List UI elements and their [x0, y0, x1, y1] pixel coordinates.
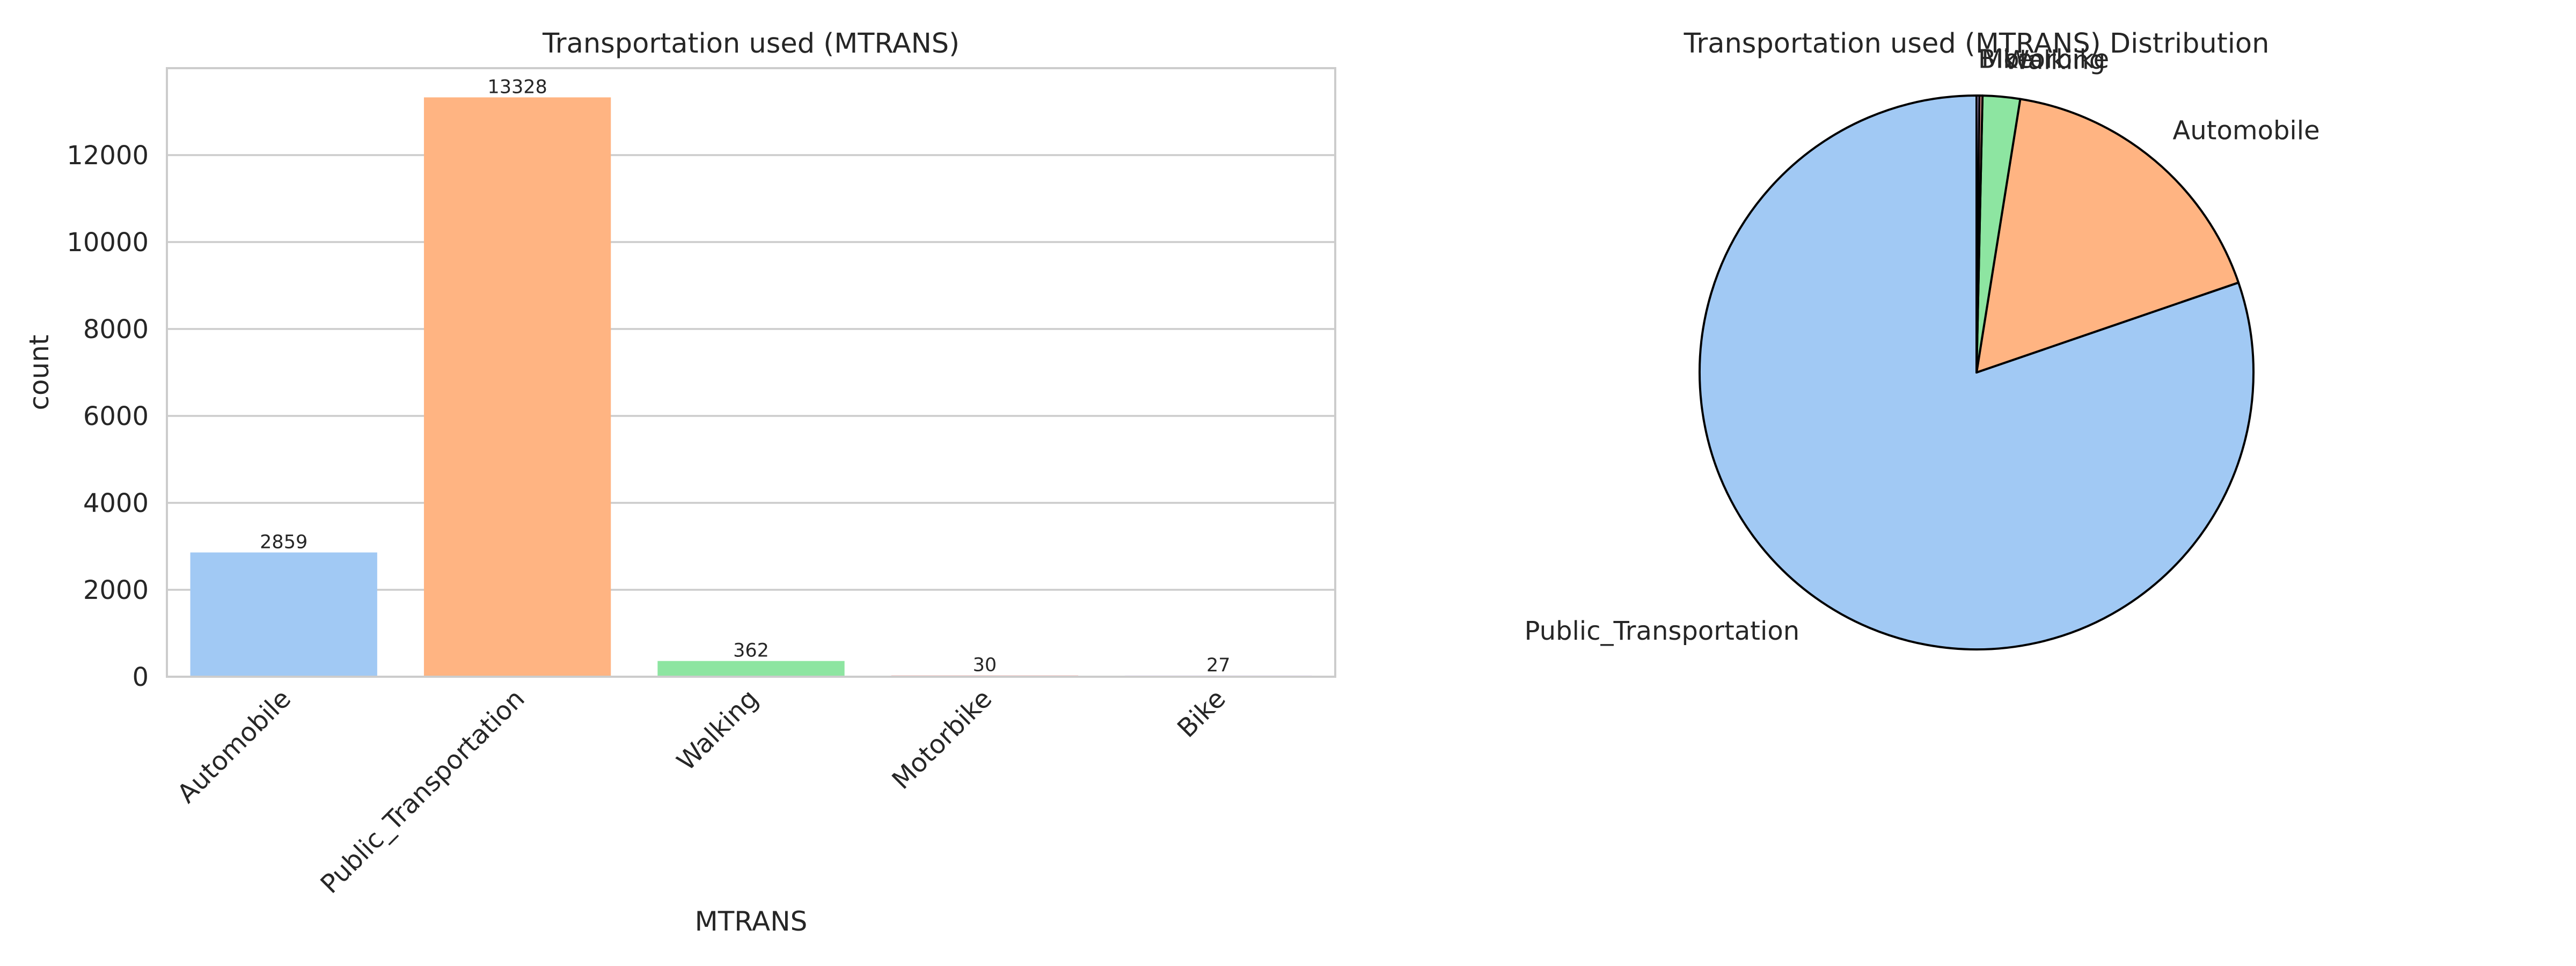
- bar-chart-title: Transportation used (MTRANS): [542, 28, 960, 60]
- pie-label-motorbike: Motorbike: [1981, 44, 2109, 74]
- x-tick-label-public-transportation: Public_Transportation: [314, 684, 530, 899]
- pie-label-automobile: Automobile: [2172, 116, 2319, 146]
- bar-value-label-motorbike: 30: [973, 655, 997, 676]
- bar-chart-x-axis-label: MTRANS: [695, 906, 808, 937]
- bar-chart-x-tick-labels: Automobile Public_Transportation Walking Mo…: [172, 684, 1232, 899]
- bar-chart-y-tick-label: 4000: [83, 488, 149, 518]
- bar-chart-axes-frame: [166, 67, 1336, 678]
- pie-slice-automobile: [1975, 98, 2240, 374]
- bar-value-label-public-transportation: 13328: [487, 76, 547, 98]
- bar-chart-y-tick-label: 0: [132, 662, 149, 692]
- pie-slice-bike: [1975, 94, 1981, 374]
- bar-chart-y-tick-label: 10000: [67, 228, 149, 258]
- pie-chart-slices: [1698, 94, 2255, 650]
- bar-chart-y-tick-label: 6000: [83, 401, 149, 431]
- bar-chart-y-tick-label: 12000: [67, 141, 149, 171]
- pie-chart: Transportation used (MTRANS) Distributio…: [1524, 28, 2320, 650]
- bar-chart-y-axis-label: count: [24, 334, 55, 410]
- bar-chart-y-tick-labels: 0 2000 4000 6000 8000 10000 12000: [67, 141, 149, 692]
- bar-chart-bars: [190, 97, 1312, 677]
- bar-value-label-bike: 27: [1206, 655, 1231, 676]
- pie-label-public-transportation: Public_Transportation: [1524, 616, 1799, 646]
- bar-walking: [657, 661, 845, 677]
- bar-value-label-automobile: 2859: [260, 531, 308, 553]
- bar-public-transportation: [423, 97, 611, 677]
- x-tick-label-automobile: Automobile: [172, 684, 297, 809]
- pie-chart-title: Transportation used (MTRANS) Distributio…: [1684, 28, 2270, 60]
- x-tick-label-bike: Bike: [1172, 684, 1232, 744]
- bar-chart-value-labels: 2859 13328 362 30 27: [260, 76, 1230, 676]
- pie-label-bike: Bike: [1978, 44, 2033, 74]
- bar-chart: Transportation used (MTRANS) 2859 13328 36…: [24, 28, 1336, 937]
- bar-chart-y-tick-label: 8000: [83, 314, 149, 345]
- x-tick-label-walking: Walking: [671, 684, 764, 777]
- pie-chart-labels: Public_Transportation Automobile WalkingMo…: [1524, 44, 2319, 646]
- bar-chart-y-tick-label: 2000: [83, 575, 149, 605]
- pie-label-walking: Walking: [2004, 46, 2105, 76]
- bar-automobile: [190, 552, 377, 677]
- x-tick-label-motorbike: Motorbike: [886, 684, 998, 795]
- bar-value-label-walking: 362: [733, 640, 769, 662]
